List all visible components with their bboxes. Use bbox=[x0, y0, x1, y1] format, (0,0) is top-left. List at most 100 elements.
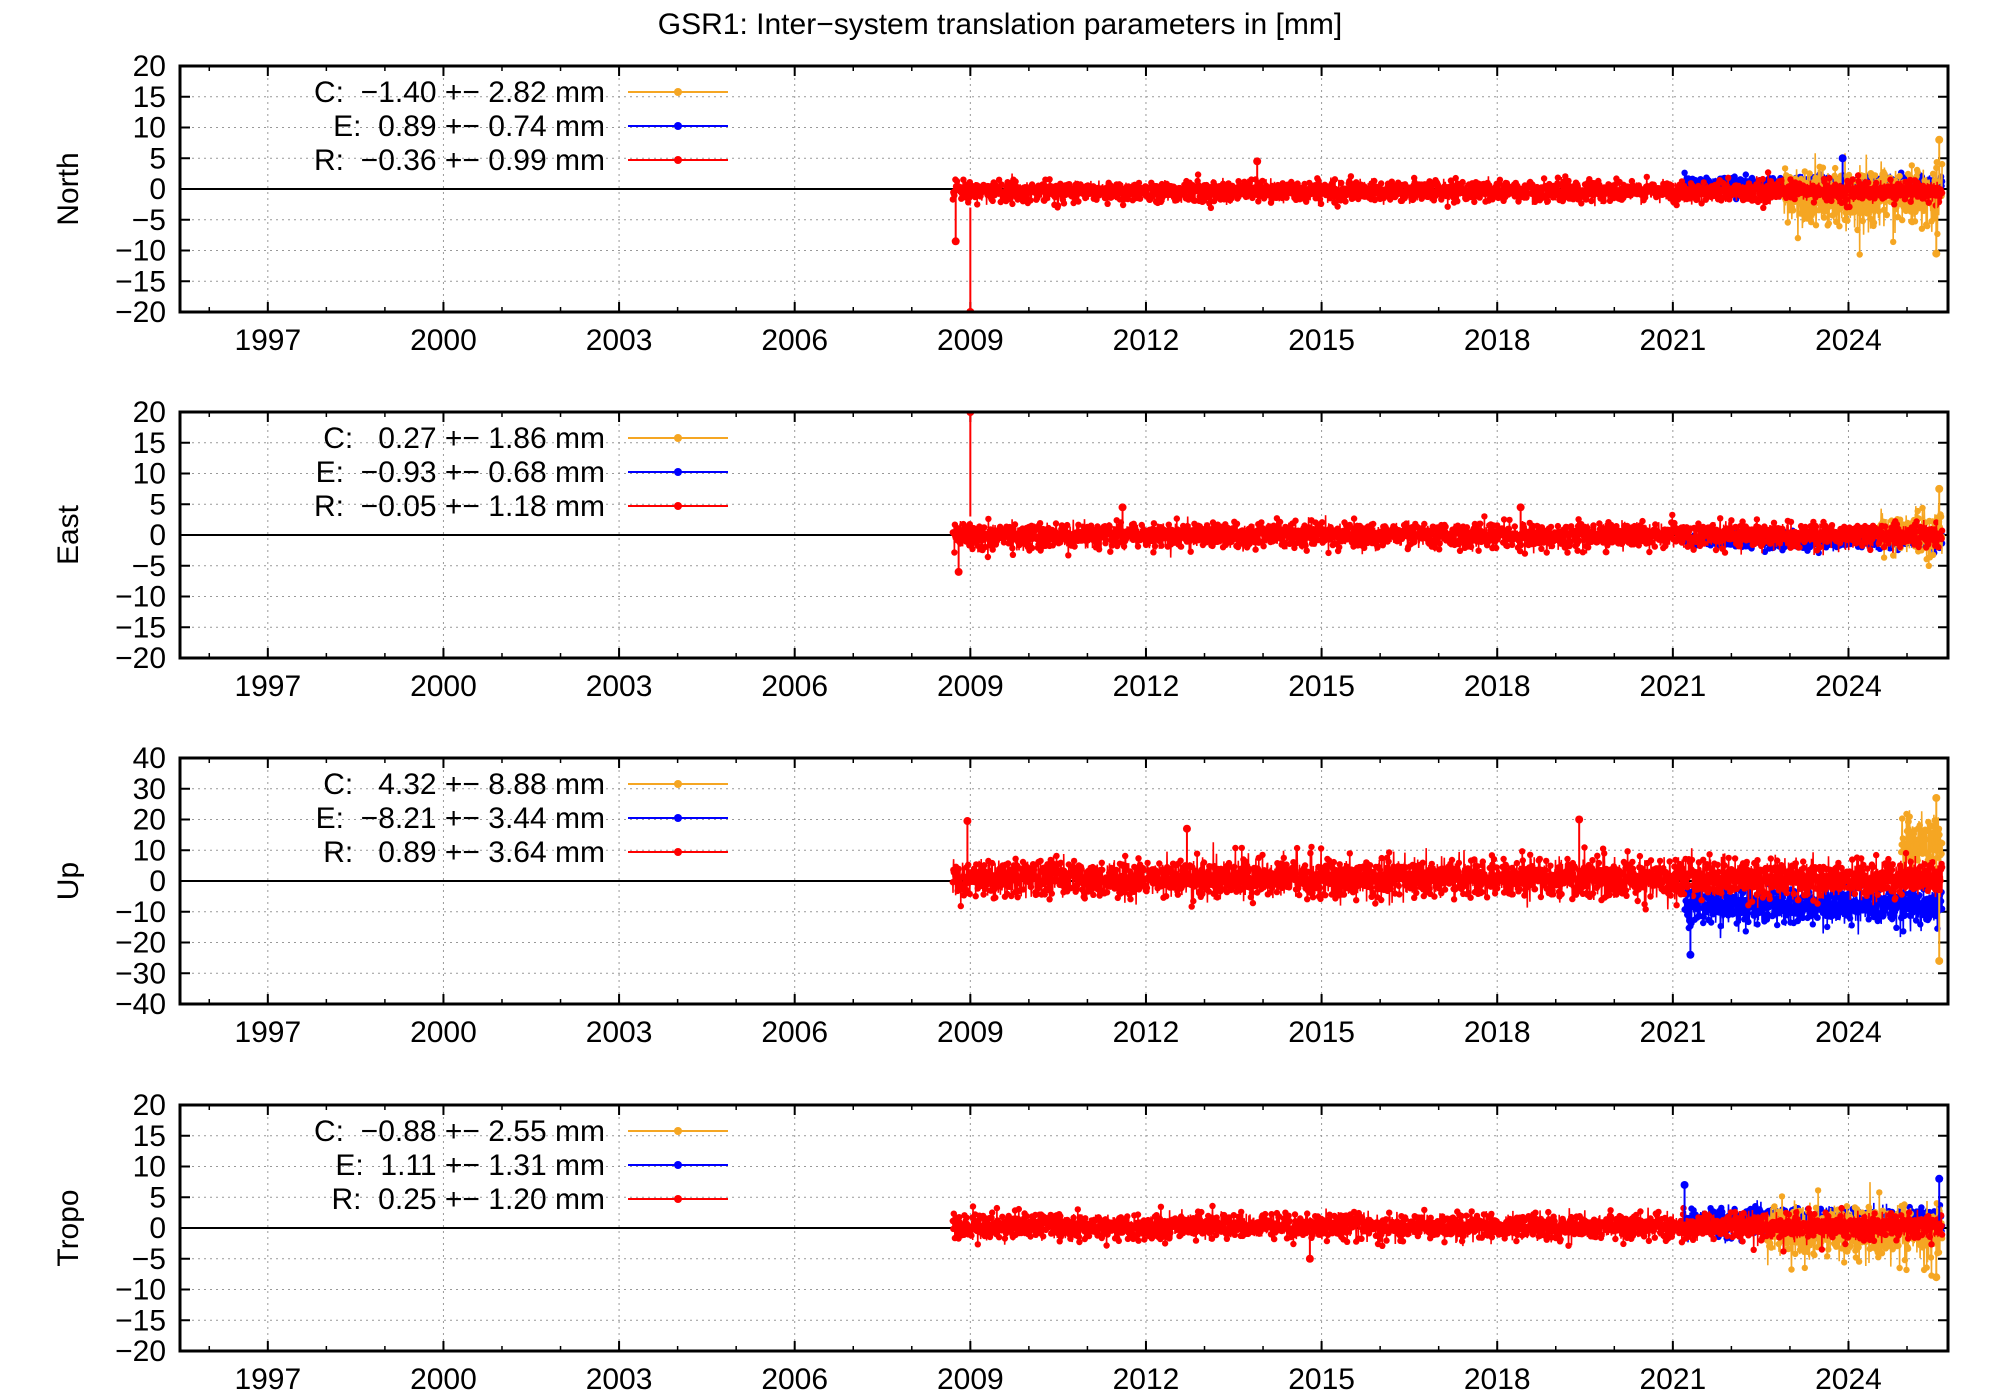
data-point-R bbox=[989, 197, 996, 205]
spike-point-R bbox=[951, 237, 960, 246]
data-point-R bbox=[1810, 199, 1818, 206]
data-point-R bbox=[1054, 202, 1062, 209]
legend-marker-E bbox=[674, 122, 682, 130]
data-point-R bbox=[1134, 543, 1142, 550]
data-point-R bbox=[981, 524, 988, 531]
data-point-R bbox=[1027, 197, 1034, 204]
data-point-R bbox=[960, 176, 967, 183]
data-point-R bbox=[1787, 176, 1794, 183]
data-point-R bbox=[1151, 542, 1159, 550]
data-point-R bbox=[1467, 543, 1475, 551]
data-point-R bbox=[1292, 517, 1299, 524]
data-point-R bbox=[1260, 543, 1267, 550]
data-point-R bbox=[1112, 536, 1119, 543]
data-point-R bbox=[1303, 547, 1310, 554]
y-axis-label: North bbox=[52, 152, 85, 225]
data-point-R bbox=[1564, 549, 1571, 556]
data-point-R bbox=[1854, 172, 1862, 179]
data-point-R bbox=[1028, 544, 1036, 552]
data-point-R bbox=[1456, 547, 1464, 554]
data-point-C bbox=[1883, 211, 1891, 219]
data-point-R bbox=[1690, 546, 1697, 553]
data-point-R bbox=[1075, 198, 1082, 205]
data-point-R bbox=[1600, 197, 1607, 205]
data-point-R bbox=[1504, 542, 1511, 550]
data-point-C bbox=[1933, 164, 1940, 172]
data-point-R bbox=[974, 201, 981, 208]
data-point-R bbox=[1791, 195, 1798, 203]
x-tick-label: 2021 bbox=[1639, 670, 1706, 703]
data-point-R bbox=[1248, 523, 1255, 530]
data-point-C bbox=[1860, 172, 1867, 180]
data-point-R bbox=[1338, 179, 1345, 187]
data-point-C bbox=[1801, 168, 1809, 175]
y-tick-label: 15 bbox=[133, 427, 166, 460]
data-point-R bbox=[1177, 543, 1185, 550]
data-point-R bbox=[1518, 541, 1525, 549]
data-point-R bbox=[1374, 544, 1381, 551]
data-point-C bbox=[1875, 208, 1883, 215]
data-point-R bbox=[1233, 520, 1241, 527]
data-point-R bbox=[1538, 545, 1545, 552]
data-point-R bbox=[1547, 523, 1555, 531]
x-tick-label: 2006 bbox=[761, 670, 828, 703]
data-point-R bbox=[1652, 521, 1659, 528]
data-point-C bbox=[1856, 251, 1863, 258]
data-point-R bbox=[1850, 194, 1858, 201]
legend-label-C: C: −1.40 +− 2.82 mm bbox=[314, 76, 605, 109]
data-point-R bbox=[1603, 548, 1610, 556]
data-point-R bbox=[1106, 523, 1114, 531]
data-point-R bbox=[1336, 544, 1343, 551]
data-point-R bbox=[1584, 524, 1591, 531]
data-point-R bbox=[1034, 194, 1041, 201]
y-tick-label: 15 bbox=[133, 81, 166, 114]
data-point-C bbox=[1806, 170, 1813, 177]
data-point-R bbox=[1136, 195, 1144, 202]
data-point-R bbox=[1778, 177, 1785, 184]
data-point-C bbox=[1809, 210, 1816, 217]
data-point-R bbox=[1361, 183, 1368, 190]
data-point-C bbox=[1832, 209, 1839, 216]
data-point-C bbox=[1854, 226, 1861, 234]
data-point-R bbox=[1252, 546, 1259, 553]
chart-title: GSR1: Inter−system translation parameter… bbox=[658, 8, 1342, 41]
data-point-R bbox=[1258, 519, 1265, 526]
data-point-E bbox=[1742, 171, 1750, 178]
data-point-C bbox=[1880, 554, 1888, 561]
x-tick-label: 2003 bbox=[586, 324, 653, 357]
data-point-R bbox=[1361, 544, 1368, 552]
data-point-R bbox=[951, 549, 958, 556]
data-point-R bbox=[1403, 520, 1410, 527]
y-tick-label: 20 bbox=[133, 396, 166, 429]
data-point-R bbox=[1187, 548, 1194, 555]
x-tick-label: 2015 bbox=[1288, 670, 1355, 703]
x-tick-label: 2018 bbox=[1464, 324, 1531, 357]
data-point-R bbox=[1120, 543, 1128, 550]
data-point-R bbox=[1279, 180, 1286, 187]
data-point-R bbox=[1095, 546, 1103, 553]
data-point-R bbox=[1759, 175, 1767, 183]
data-point-R bbox=[1370, 520, 1377, 528]
data-point-R bbox=[1334, 525, 1341, 532]
data-point-R bbox=[1334, 203, 1341, 210]
data-point-R bbox=[1331, 176, 1339, 183]
data-point-R bbox=[1574, 547, 1581, 554]
spike-point-C bbox=[1932, 249, 1941, 258]
data-point-C bbox=[1825, 220, 1833, 227]
data-point-C bbox=[1808, 218, 1815, 226]
data-point-R bbox=[1588, 197, 1595, 205]
data-point-R bbox=[1761, 193, 1768, 200]
data-point-R bbox=[1455, 541, 1463, 548]
data-point-C bbox=[1784, 219, 1792, 226]
legend-label-R: R: −0.36 +− 0.99 mm bbox=[314, 144, 605, 177]
data-point-R bbox=[1500, 516, 1508, 523]
data-point-C bbox=[1871, 172, 1879, 179]
data-point-R bbox=[1712, 546, 1720, 554]
y-tick-label: 0 bbox=[149, 519, 166, 552]
data-point-R bbox=[1450, 536, 1457, 543]
data-point-E bbox=[1681, 169, 1688, 176]
series-R-east bbox=[949, 511, 1946, 561]
data-point-R bbox=[1562, 173, 1569, 180]
data-point-R bbox=[1698, 200, 1705, 207]
